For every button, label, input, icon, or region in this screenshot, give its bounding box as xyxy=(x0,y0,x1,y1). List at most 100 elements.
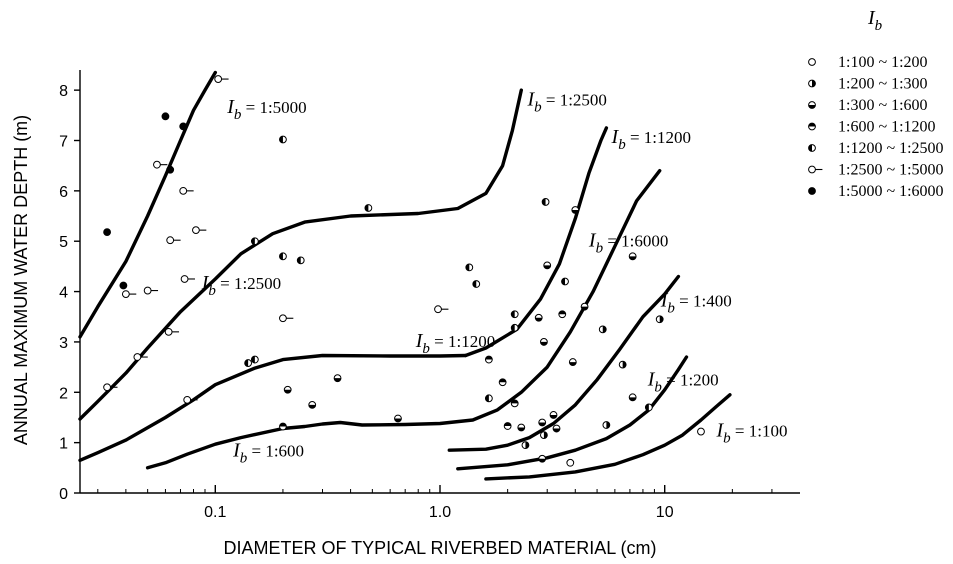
curve-label: Ib = 1:100 xyxy=(715,420,787,447)
legend-label: 1:600 ~ 1:1200 xyxy=(838,119,936,136)
data-point-series-2 xyxy=(552,424,561,433)
data-point-series-4 xyxy=(296,256,305,265)
data-point-series-6 xyxy=(119,281,128,290)
data-point-series-2 xyxy=(580,302,589,311)
data-point-series-5 xyxy=(133,353,148,361)
legend-marker xyxy=(808,187,816,195)
data-point-series-2 xyxy=(308,400,317,409)
legend-label: 1:2500 ~ 1:5000 xyxy=(838,162,944,179)
data-point-series-4 xyxy=(250,355,259,364)
data-point-series-4 xyxy=(244,359,253,367)
data-point-series-2 xyxy=(517,423,526,432)
data-point-series-5 xyxy=(164,327,180,336)
legend-marker xyxy=(808,58,816,66)
y-axis-title: ANNUAL MAXIMUM WATER DEPTH (m) xyxy=(11,115,31,445)
x-ticks: 0.1 1.0 10 xyxy=(97,485,773,521)
curve-label: Ib = 1:2500 xyxy=(201,272,281,299)
data-point-series-3 xyxy=(279,422,287,431)
data-point-series-4 xyxy=(644,403,653,412)
data-point-series-2 xyxy=(568,358,577,366)
x-tick-label: 0.1 xyxy=(204,504,226,521)
data-point-series-4 xyxy=(510,310,519,319)
legend-items: 1:100 ~ 1:200 1:200 ~ 1:300 1:300 ~ 1:600 1… xyxy=(808,54,944,200)
data-point-series-6 xyxy=(161,112,170,121)
data-point-series-5 xyxy=(183,395,198,404)
data-point-series-1 xyxy=(618,360,627,369)
data-point-series-5 xyxy=(153,160,168,169)
data-point-series-1 xyxy=(655,315,664,324)
data-point-series-4 xyxy=(279,135,287,144)
y-tick-label: 2 xyxy=(59,385,68,402)
data-point-series-4 xyxy=(364,204,373,212)
y-tick-label: 7 xyxy=(59,134,68,151)
legend-marker xyxy=(808,165,823,174)
data-point-series-4 xyxy=(510,323,519,332)
legend-title: Ib xyxy=(867,7,883,34)
legend: Ib 1:100 ~ 1:200 1:200 ~ 1:300 1:300 ~ 1:6… xyxy=(808,7,944,200)
data-point-series-2 xyxy=(540,338,548,346)
x-tick-label: 1.0 xyxy=(429,504,451,521)
data-point-series-1 xyxy=(598,325,607,334)
data-point-series-4 xyxy=(279,252,287,261)
curve-ib-1-1200-3 xyxy=(463,126,609,358)
data-point-series-1 xyxy=(602,421,611,429)
y-tick-label: 6 xyxy=(59,184,68,201)
data-point-series-4 xyxy=(484,394,493,403)
data-point-series-5 xyxy=(214,75,229,83)
legend-marker xyxy=(808,144,816,152)
legend-label: 1:5000 ~ 1:6000 xyxy=(838,183,944,200)
curve-label: Ib = 1:6000 xyxy=(588,229,668,256)
y-tick-label: 0 xyxy=(59,486,68,503)
curve-label: Ib = 1:200 xyxy=(647,369,719,396)
y-tick-label: 3 xyxy=(59,335,68,352)
data-point-series-2 xyxy=(333,374,342,383)
data-point-series-3 xyxy=(510,399,519,408)
data-point-series-4 xyxy=(561,277,569,286)
curve-ib-1-200-7 xyxy=(456,355,689,471)
legend-label: 1:300 ~ 1:600 xyxy=(838,97,928,114)
legend-label: 1:200 ~ 1:300 xyxy=(838,76,928,93)
data-point-series-0 xyxy=(566,458,575,467)
curve-ib-1-2500-1 xyxy=(78,88,523,421)
data-point-series-1 xyxy=(540,431,548,439)
data-point-series-5 xyxy=(166,236,181,245)
data-point-series-5 xyxy=(121,290,137,298)
curve-ib-1-5000-0 xyxy=(78,70,217,339)
curve-label: Ib = 1:2500 xyxy=(526,88,606,115)
curve-label: Ib = 1:5000 xyxy=(226,96,306,123)
data-point-series-5 xyxy=(192,226,207,235)
curve-label: Ib = 1:1200 xyxy=(415,330,495,357)
data-point-series-2 xyxy=(571,206,580,214)
data-point-series-4 xyxy=(472,280,481,288)
data-points xyxy=(103,75,705,467)
data-point-series-6 xyxy=(179,122,188,131)
data-point-series-5 xyxy=(180,275,195,283)
data-point-series-6 xyxy=(103,228,111,237)
legend-marker xyxy=(808,122,816,131)
data-point-series-2 xyxy=(534,313,543,322)
data-point-series-1 xyxy=(521,441,530,450)
data-point-series-5 xyxy=(103,383,118,392)
data-point-series-4 xyxy=(541,198,550,206)
data-point-series-4 xyxy=(250,237,259,246)
curve-ib-1-2500-2 xyxy=(78,353,468,462)
plot-area: 0 1 2 3 4 5 6 7 8 0.1 1.0 10 Ib = 1:5000 Ib = 1:250… xyxy=(59,70,800,521)
data-point-series-2 xyxy=(628,393,637,402)
data-point-series-2 xyxy=(538,418,547,427)
data-point-series-0 xyxy=(697,427,705,436)
data-point-series-3 xyxy=(503,422,512,430)
legend-marker xyxy=(808,101,816,109)
y-tick-label: 4 xyxy=(59,285,68,302)
curve-label: Ib = 1:1200 xyxy=(611,126,691,153)
data-point-series-2 xyxy=(538,454,547,463)
y-tick-label: 5 xyxy=(59,234,68,251)
data-point-series-6 xyxy=(166,165,175,174)
curve-label: Ib = 1:400 xyxy=(660,290,732,317)
data-point-series-4 xyxy=(465,263,474,272)
x-axis-title: DIAMETER OF TYPICAL RIVERBED MATERIAL (c… xyxy=(223,538,656,558)
data-point-series-2 xyxy=(549,411,558,419)
y-tick-label: 8 xyxy=(59,83,68,100)
y-tick-label: 1 xyxy=(59,436,68,453)
